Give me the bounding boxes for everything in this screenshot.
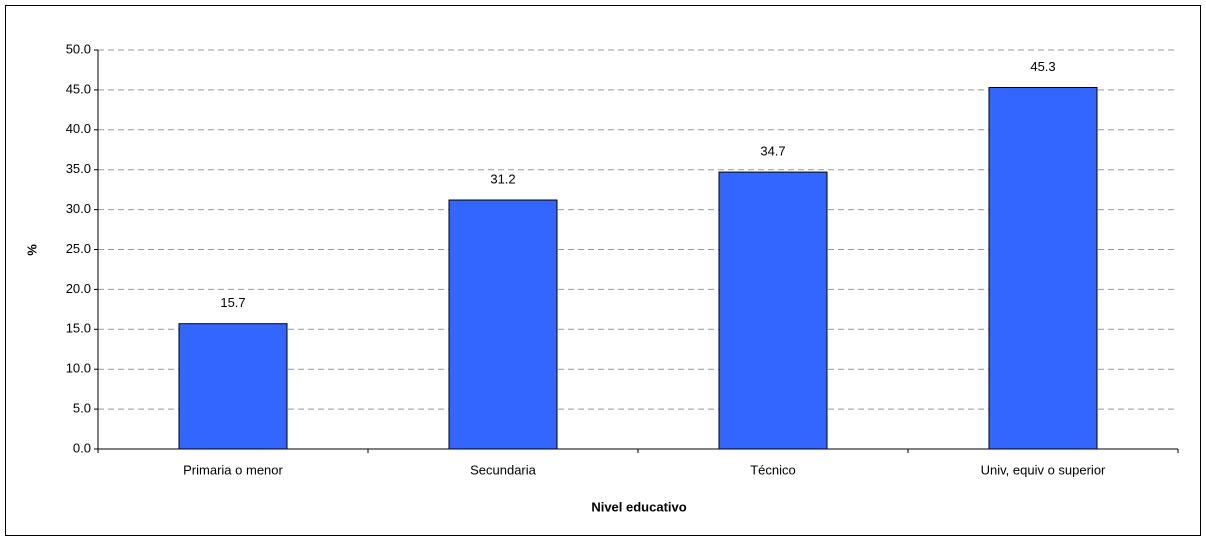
data-label: 31.2 [490, 171, 515, 186]
x-axis-label: Nivel educativo [591, 499, 686, 514]
y-tick-label: 40.0 [66, 121, 91, 136]
bar [178, 323, 288, 450]
data-label: 34.7 [760, 144, 785, 159]
data-label: 15.7 [220, 295, 245, 310]
y-tick-label: 35.0 [66, 161, 91, 176]
bar [448, 199, 558, 450]
y-tick-label: 50.0 [66, 41, 91, 56]
x-tick-label: Técnico [750, 462, 796, 477]
y-tick-label: 30.0 [66, 201, 91, 216]
x-tick-label: Primaria o menor [183, 462, 283, 477]
y-tick-label: 5.0 [73, 401, 91, 416]
y-tick-label: 25.0 [66, 241, 91, 256]
y-axis-label: % [24, 244, 39, 256]
data-label: 45.3 [1030, 59, 1055, 74]
y-tick-label: 45.0 [66, 81, 91, 96]
bar [718, 171, 828, 450]
y-tick-label: 0.0 [73, 440, 91, 455]
y-tick-label: 10.0 [66, 361, 91, 376]
bar [988, 87, 1098, 450]
x-tick-label: Univ, equiv o superior [981, 462, 1106, 477]
x-tick-label: Secundaria [470, 462, 537, 477]
y-tick-label: 20.0 [66, 281, 91, 296]
y-tick-label: 15.0 [66, 321, 91, 336]
